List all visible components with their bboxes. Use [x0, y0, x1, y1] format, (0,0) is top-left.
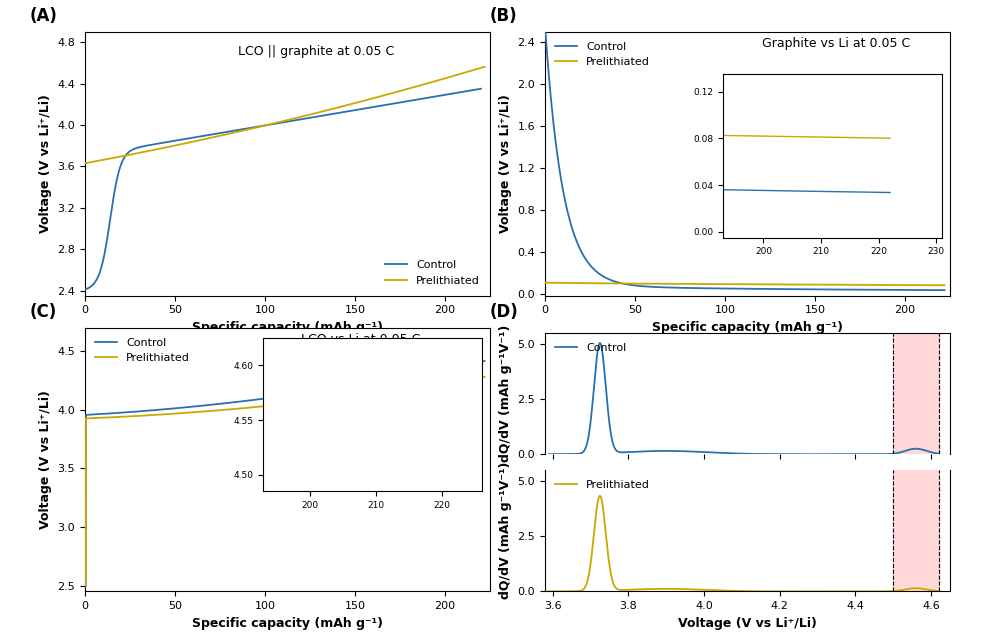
Y-axis label: Voltage (V vs Li⁺/Li): Voltage (V vs Li⁺/Li) — [39, 390, 52, 529]
Text: (C): (C) — [30, 303, 57, 321]
Bar — [893, 470, 939, 591]
X-axis label: Voltage (V vs Li⁺/Li): Voltage (V vs Li⁺/Li) — [678, 617, 817, 630]
Text: LCO vs Li at 0.05 C: LCO vs Li at 0.05 C — [301, 333, 420, 346]
Legend: Control: Control — [551, 338, 631, 357]
Y-axis label: dQ/dV (mAh g⁻¹V⁻¹): dQ/dV (mAh g⁻¹V⁻¹) — [499, 325, 512, 462]
Y-axis label: Voltage (V vs Li⁺/Li): Voltage (V vs Li⁺/Li) — [39, 94, 52, 233]
Legend: Control, Prelithiated: Control, Prelithiated — [381, 256, 484, 290]
Text: (D): (D) — [490, 303, 519, 321]
Text: LCO || graphite at 0.05 C: LCO || graphite at 0.05 C — [238, 45, 394, 58]
Legend: Prelithiated: Prelithiated — [551, 476, 654, 495]
Y-axis label: Voltage (V vs Li⁺/Li): Voltage (V vs Li⁺/Li) — [499, 94, 512, 233]
X-axis label: Specific capacity (mAh g⁻¹): Specific capacity (mAh g⁻¹) — [192, 321, 383, 334]
Legend: Control, Prelithiated: Control, Prelithiated — [551, 38, 654, 72]
Legend: Control, Prelithiated: Control, Prelithiated — [91, 333, 194, 368]
X-axis label: Specific capacity (mAh g⁻¹): Specific capacity (mAh g⁻¹) — [652, 321, 843, 334]
Bar — [893, 333, 939, 454]
X-axis label: Specific capacity (mAh g⁻¹): Specific capacity (mAh g⁻¹) — [192, 617, 383, 630]
Text: (A): (A) — [30, 8, 58, 25]
Text: Graphite vs Li at 0.05 C: Graphite vs Li at 0.05 C — [762, 37, 911, 50]
Y-axis label: dQ/dV (mAh g⁻¹V⁻¹): dQ/dV (mAh g⁻¹V⁻¹) — [499, 462, 512, 600]
Text: (B): (B) — [490, 8, 518, 25]
